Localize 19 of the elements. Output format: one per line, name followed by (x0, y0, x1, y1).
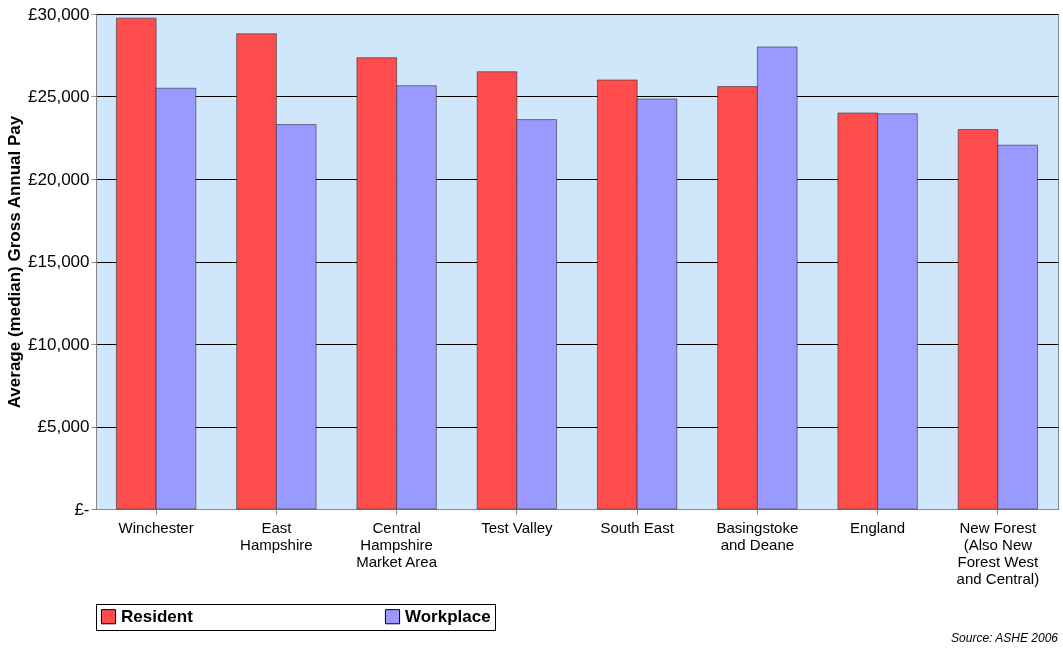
y-tick-label: £5,000 (37, 417, 90, 436)
x-tick-label: South East (600, 518, 675, 536)
x-tick-label: East Hampshire (240, 518, 313, 553)
legend-label: Workplace (405, 606, 491, 626)
x-tick-label: Basingstoke and Deane (716, 518, 799, 553)
x-tick-label: Test Valley (481, 518, 554, 536)
x-tick-label: England (850, 518, 906, 536)
x-tick-label: Winchester (118, 518, 194, 536)
y-tick-label: £15,000 (28, 252, 90, 271)
y-tick-label: £- (74, 499, 90, 519)
x-tick-label: Central Hampshire Market Area (356, 518, 438, 570)
source-note: Source: ASHE 2006 (951, 630, 1059, 645)
y-axis-title: Average (median) Gross Annual Pay (5, 115, 25, 409)
y-tick-label: £10,000 (28, 334, 90, 354)
y-tick-label: £20,000 (28, 169, 90, 189)
y-tick-label: £30,000 (28, 4, 90, 24)
x-tick-label: New Forest (Also New Forest West and Central) (956, 518, 1040, 587)
legend-label: Resident (121, 606, 194, 626)
y-tick-label: £25,000 (28, 87, 90, 106)
